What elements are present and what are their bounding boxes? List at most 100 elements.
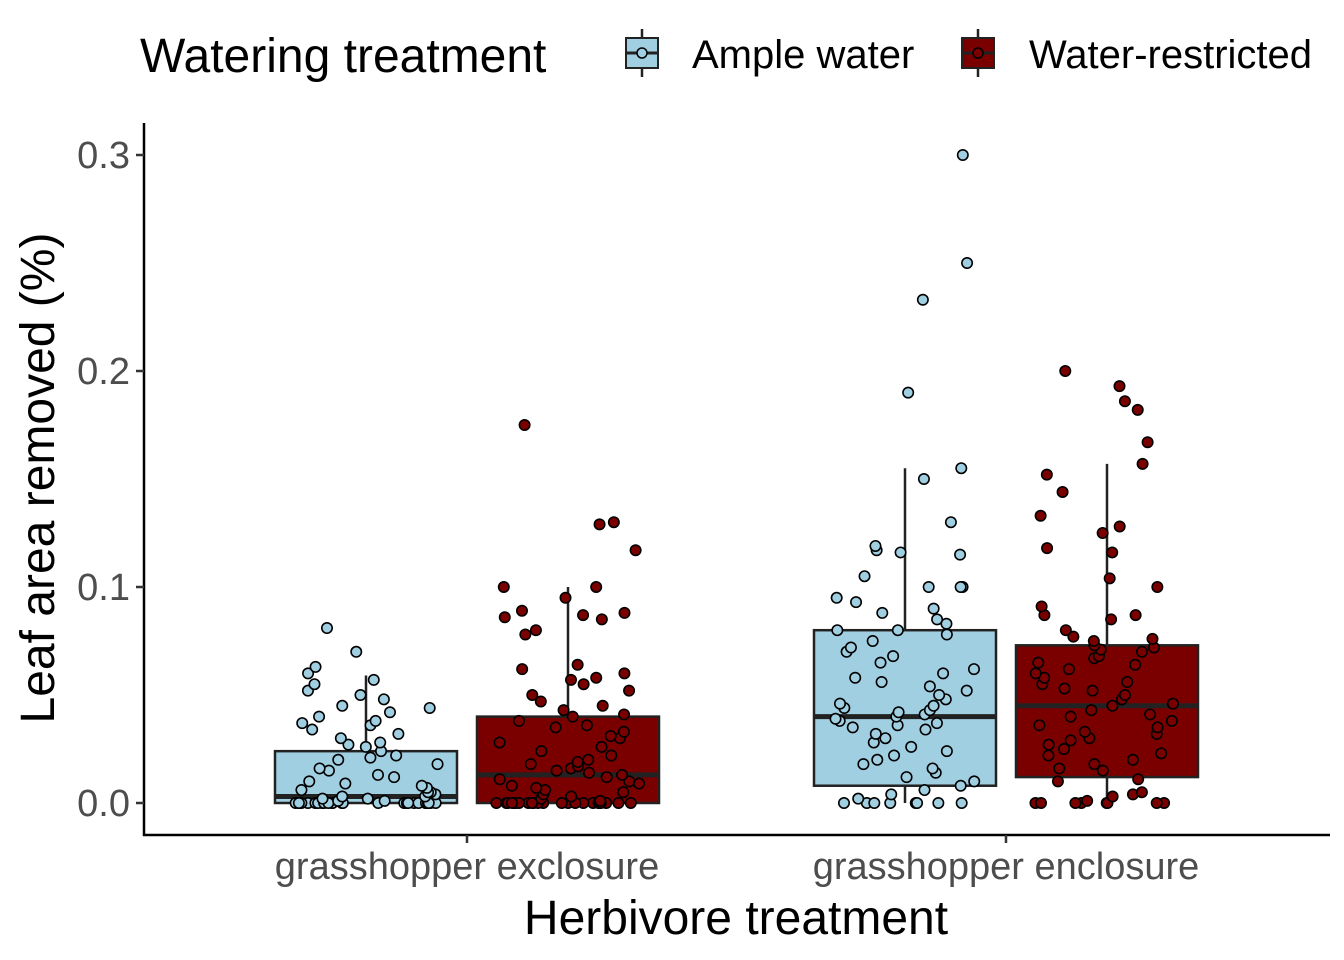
data-point: [354, 688, 367, 701]
box-ample-1: [812, 468, 998, 803]
data-point: [955, 796, 968, 809]
data-point: [1069, 796, 1082, 809]
data-point: [940, 745, 953, 758]
data-point: [844, 641, 857, 654]
data-point: [526, 688, 539, 701]
data-point: [392, 727, 405, 740]
data-point: [930, 717, 943, 730]
data-point: [1081, 794, 1094, 807]
data-point: [1088, 758, 1101, 771]
data-point: [593, 518, 606, 531]
data-point: [524, 758, 537, 771]
data-point: [927, 699, 940, 712]
data-point: [296, 717, 309, 730]
data-point: [308, 678, 321, 691]
data-point: [390, 749, 403, 762]
x-ticks: grasshopper exclosure grasshopper enclosu…: [275, 835, 1199, 888]
data-point: [1085, 704, 1098, 717]
data-point: [1105, 613, 1118, 626]
data-point: [590, 671, 603, 684]
data-point: [967, 663, 980, 676]
data-point: [505, 796, 518, 809]
data-point: [617, 725, 630, 738]
data-point: [900, 771, 913, 784]
data-point: [1150, 796, 1163, 809]
data-point: [309, 660, 322, 673]
data-point: [624, 796, 637, 809]
data-point: [383, 706, 396, 719]
data-point: [612, 796, 625, 809]
data-point: [849, 671, 862, 684]
data-point: [1035, 796, 1048, 809]
data-point: [1064, 710, 1077, 723]
data-point: [564, 673, 577, 686]
data-point: [1064, 734, 1077, 747]
data-point: [302, 667, 315, 680]
data-point: [931, 613, 944, 626]
data-point: [858, 570, 871, 583]
y-tick-label: 0.1: [77, 567, 130, 609]
data-point: [1165, 714, 1178, 727]
axes: 0.00.10.20.3 grasshopper exclosure grassh…: [77, 123, 1330, 888]
data-point: [367, 673, 380, 686]
data-point: [534, 695, 547, 708]
legend: Watering treatment Ample water Water-res…: [140, 29, 1312, 83]
data-point: [1041, 542, 1054, 555]
data-point: [1121, 676, 1134, 689]
data-point: [1106, 790, 1119, 803]
data-point: [1136, 457, 1149, 470]
data-point: [515, 604, 528, 617]
data-point: [868, 796, 881, 809]
data-point: [571, 658, 584, 671]
data-point: [518, 418, 531, 431]
data-point: [887, 650, 900, 663]
data-point: [313, 710, 326, 723]
data-point: [402, 796, 415, 809]
y-tick-label: 0.3: [77, 135, 130, 177]
data-point: [529, 624, 542, 637]
data-point: [617, 786, 630, 799]
data-point: [604, 730, 617, 743]
data-point: [559, 591, 572, 604]
y-axis-title: Leaf area removed (%): [12, 233, 65, 724]
data-point: [954, 779, 967, 792]
y-ticks: 0.0 0.1 0.2 0.3: [77, 135, 144, 825]
data-point: [1126, 753, 1139, 766]
data-point: [516, 663, 529, 676]
data-point: [1166, 697, 1179, 710]
data-point: [892, 706, 905, 719]
data-point: [831, 624, 844, 637]
data-point: [605, 749, 618, 762]
data-point: [876, 606, 889, 619]
data-point: [633, 777, 646, 790]
data-point: [316, 792, 329, 805]
data-point: [846, 721, 859, 734]
data-point: [629, 544, 642, 557]
data-point: [874, 656, 887, 669]
legend-label-ample-water: Ample water: [692, 33, 914, 77]
legend-label-water-restricted: Water-restricted: [1029, 33, 1312, 77]
data-point: [505, 779, 518, 792]
data-point: [932, 796, 945, 809]
data-point: [590, 580, 603, 593]
data-point: [493, 736, 506, 749]
data-point: [1033, 719, 1046, 732]
data-point: [888, 749, 901, 762]
y-tick-label: 0.2: [77, 351, 130, 393]
data-point: [618, 606, 631, 619]
data-point: [1131, 403, 1144, 416]
x-axis-title: Herbivore treatment: [524, 892, 948, 945]
data-point: [388, 771, 401, 784]
data-point: [1135, 786, 1148, 799]
data-point: [1103, 572, 1116, 585]
data-point: [829, 712, 842, 725]
data-point: [1106, 699, 1119, 712]
data-point: [1059, 624, 1072, 637]
data-point: [1086, 684, 1099, 697]
data-point: [378, 794, 391, 807]
data-point: [1032, 656, 1045, 669]
legend-key-point: [972, 47, 984, 59]
data-point: [303, 775, 316, 788]
data-point: [917, 472, 930, 485]
data-point: [905, 740, 918, 753]
